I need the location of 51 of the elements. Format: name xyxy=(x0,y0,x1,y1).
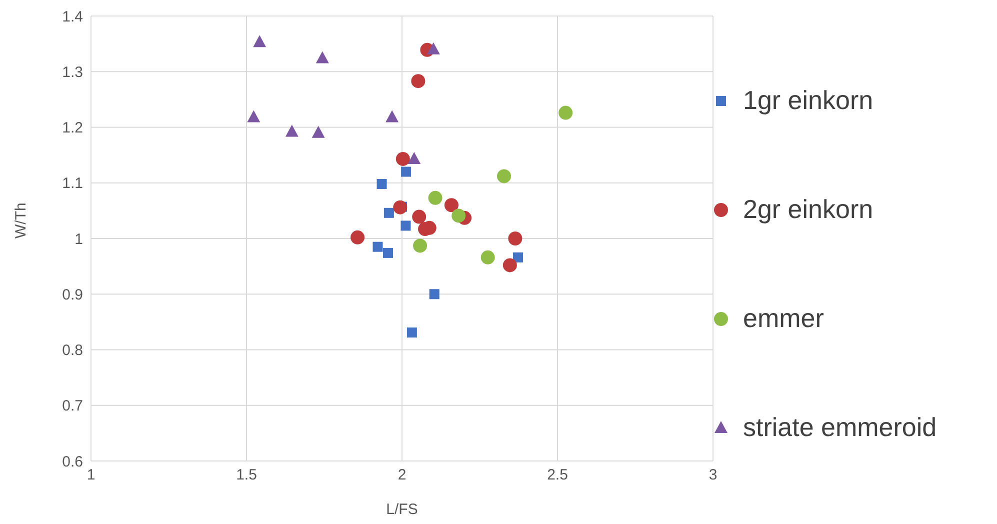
y-tick-label: 1 xyxy=(74,230,83,248)
point xyxy=(312,126,325,138)
y-tick-label: 0.9 xyxy=(62,286,83,304)
point xyxy=(393,200,408,214)
point xyxy=(253,35,266,48)
x-axis-title: L/FS xyxy=(386,501,418,518)
point xyxy=(429,289,440,300)
point xyxy=(452,208,466,223)
point xyxy=(508,232,522,246)
point xyxy=(384,208,394,218)
x-tick-label: 2.5 xyxy=(547,466,568,484)
point xyxy=(247,110,260,122)
legend-label: striate emmeroid xyxy=(743,412,937,443)
point xyxy=(428,190,442,205)
y-tick-label: 1.2 xyxy=(62,120,83,137)
point xyxy=(406,328,417,338)
x-tick-label: 1 xyxy=(86,466,96,484)
point xyxy=(401,166,412,177)
point xyxy=(558,106,573,120)
point xyxy=(285,124,298,137)
x-tick-label: 2 xyxy=(398,466,406,484)
x-tick-label: 1.5 xyxy=(236,466,257,484)
legend-label: 2gr einkorn xyxy=(743,194,874,225)
point xyxy=(372,242,383,252)
point xyxy=(383,248,394,258)
point xyxy=(408,152,421,164)
legend-label: emmer xyxy=(743,303,824,334)
point xyxy=(497,169,512,184)
y-tick-label: 0.6 xyxy=(62,453,83,470)
point xyxy=(400,220,411,231)
point xyxy=(413,238,428,253)
y-axis-title: W/Th xyxy=(12,202,30,238)
y-tick-label: 1.1 xyxy=(62,175,83,192)
point xyxy=(350,230,365,244)
point xyxy=(444,198,458,212)
legend-label: 1gr einkorn xyxy=(743,85,874,116)
x-tick-label: 3 xyxy=(708,466,718,484)
point xyxy=(386,110,399,122)
point xyxy=(396,152,410,166)
point xyxy=(480,250,495,264)
point xyxy=(316,51,329,64)
y-tick-label: 1.3 xyxy=(62,64,83,81)
y-tick-label: 1.4 xyxy=(62,8,83,26)
point xyxy=(412,210,426,224)
point xyxy=(513,252,524,262)
point xyxy=(411,74,426,88)
point xyxy=(502,258,517,272)
point xyxy=(376,178,387,189)
y-tick-label: 0.7 xyxy=(62,398,83,415)
point xyxy=(426,42,440,54)
y-tick-label: 0.8 xyxy=(62,342,83,360)
